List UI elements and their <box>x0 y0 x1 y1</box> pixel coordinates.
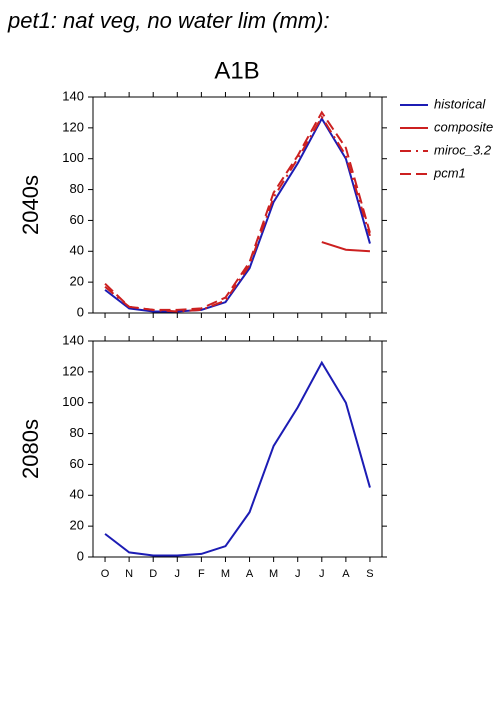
legend-label: composite <box>434 119 493 134</box>
y-tick-label: 40 <box>70 243 84 258</box>
x-tick-label: A <box>246 568 254 580</box>
data-line <box>104 116 371 313</box>
x-tick-label: M <box>221 568 230 580</box>
y-tick-label: 120 <box>62 119 84 134</box>
legend-label: historical <box>434 96 486 111</box>
y-axis-label: 2080s <box>18 419 43 479</box>
y-tick-label: 100 <box>62 150 84 165</box>
data-line <box>104 360 371 557</box>
data-line <box>321 241 371 253</box>
y-tick-label: 80 <box>70 425 84 440</box>
y-tick-label: 0 <box>77 548 84 563</box>
y-tick-label: 60 <box>70 212 84 227</box>
x-tick-label: O <box>101 568 110 580</box>
legend-label: pcm1 <box>433 165 466 180</box>
y-tick-label: 20 <box>70 274 84 289</box>
plot-frame <box>92 96 383 314</box>
data-line <box>104 115 371 313</box>
y-tick-label: 100 <box>62 394 84 409</box>
y-tick-label: 40 <box>70 487 84 502</box>
plot-frame <box>92 340 383 558</box>
chart-title: pet1: nat veg, no water lim (mm): <box>7 8 330 33</box>
x-tick-label: S <box>366 568 373 580</box>
y-tick-label: 120 <box>62 363 84 378</box>
x-tick-label: D <box>149 568 157 580</box>
legend-label: miroc_3.2 <box>434 142 492 157</box>
data-line <box>104 110 371 311</box>
chart-subtitle: A1B <box>214 57 259 84</box>
x-tick-label: A <box>342 568 350 580</box>
y-tick-label: 0 <box>77 304 84 319</box>
y-tick-label: 20 <box>70 518 84 533</box>
x-tick-label: N <box>125 568 133 580</box>
x-tick-label: J <box>175 568 181 580</box>
x-tick-label: F <box>198 568 205 580</box>
x-tick-label: M <box>269 568 278 580</box>
x-tick-label: J <box>319 568 325 580</box>
y-tick-label: 60 <box>70 456 84 471</box>
y-tick-label: 140 <box>62 332 84 347</box>
y-axis-label: 2040s <box>18 175 43 235</box>
y-tick-label: 140 <box>62 88 84 103</box>
x-tick-label: J <box>295 568 301 580</box>
y-tick-label: 80 <box>70 181 84 196</box>
